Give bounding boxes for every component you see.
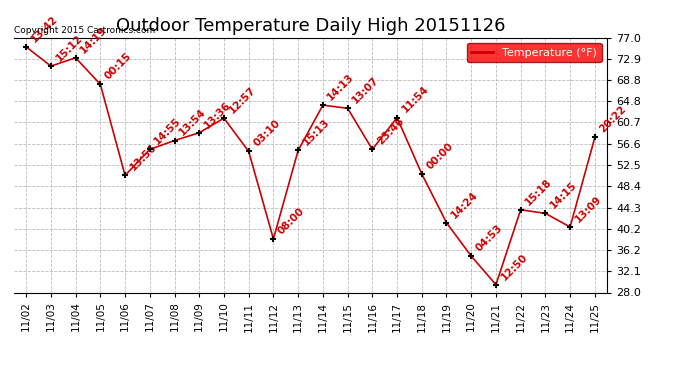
Text: 00:15: 00:15 xyxy=(103,51,134,81)
Text: 12:50: 12:50 xyxy=(499,251,529,282)
Text: 08:00: 08:00 xyxy=(276,206,306,236)
Text: 14:55: 14:55 xyxy=(152,116,183,147)
Text: 03:10: 03:10 xyxy=(251,118,282,149)
Text: 20:22: 20:22 xyxy=(598,104,628,135)
Text: 14:15: 14:15 xyxy=(548,180,579,211)
Text: 15:13: 15:13 xyxy=(301,117,331,148)
Text: 13:54: 13:54 xyxy=(177,107,208,138)
Title: Outdoor Temperature Daily High 20151126: Outdoor Temperature Daily High 20151126 xyxy=(116,16,505,34)
Text: 15:12: 15:12 xyxy=(54,33,84,63)
Text: 14:19: 14:19 xyxy=(79,24,109,55)
Text: 13:42: 13:42 xyxy=(29,13,59,44)
Text: 15:18: 15:18 xyxy=(524,177,554,207)
Text: 13:56: 13:56 xyxy=(128,142,158,172)
Text: 14:13: 14:13 xyxy=(326,72,356,102)
Legend: Temperature (°F): Temperature (°F) xyxy=(466,43,602,62)
Text: 13:36: 13:36 xyxy=(202,99,233,130)
Text: 14:24: 14:24 xyxy=(449,189,480,220)
Text: 13:09: 13:09 xyxy=(573,194,603,224)
Text: 13:07: 13:07 xyxy=(351,75,381,105)
Text: 12:57: 12:57 xyxy=(227,85,257,116)
Text: 04:53: 04:53 xyxy=(474,223,504,253)
Text: 23:46: 23:46 xyxy=(375,116,406,147)
Text: 11:54: 11:54 xyxy=(400,84,431,115)
Text: Copyright 2015 Cartronics.com: Copyright 2015 Cartronics.com xyxy=(14,26,155,35)
Text: 00:00: 00:00 xyxy=(424,141,455,171)
